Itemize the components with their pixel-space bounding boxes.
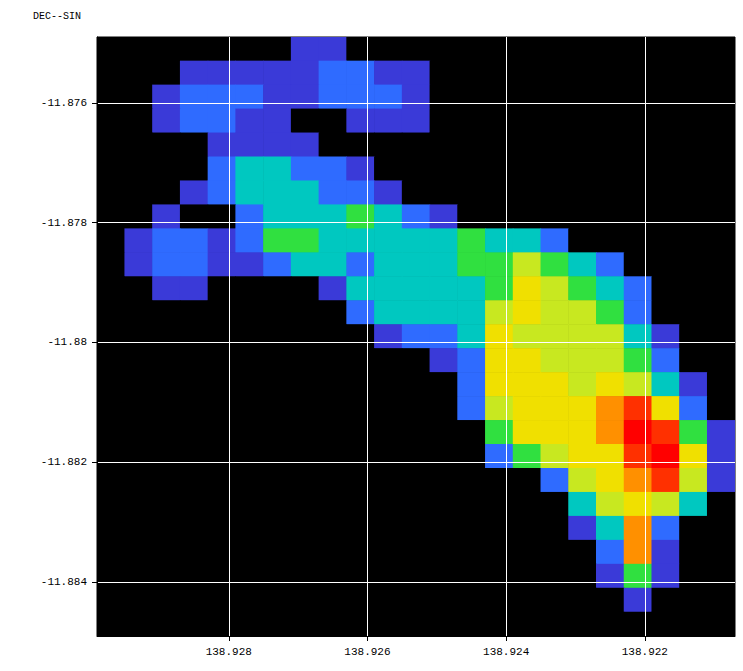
svg-text:-11.878: -11.878 (41, 217, 87, 229)
svg-text:-11.88: -11.88 (47, 336, 87, 348)
svg-text:138.924: 138.924 (483, 646, 530, 658)
svg-text:138.922: 138.922 (622, 646, 668, 658)
svg-text:138.926: 138.926 (344, 646, 390, 658)
svg-text:138.928: 138.928 (206, 646, 252, 658)
svg-text:DEC--SIN: DEC--SIN (33, 11, 81, 22)
svg-text:-11.884: -11.884 (41, 576, 88, 588)
svg-text:-11.876: -11.876 (41, 97, 87, 109)
svg-text:-11.882: -11.882 (41, 456, 87, 468)
